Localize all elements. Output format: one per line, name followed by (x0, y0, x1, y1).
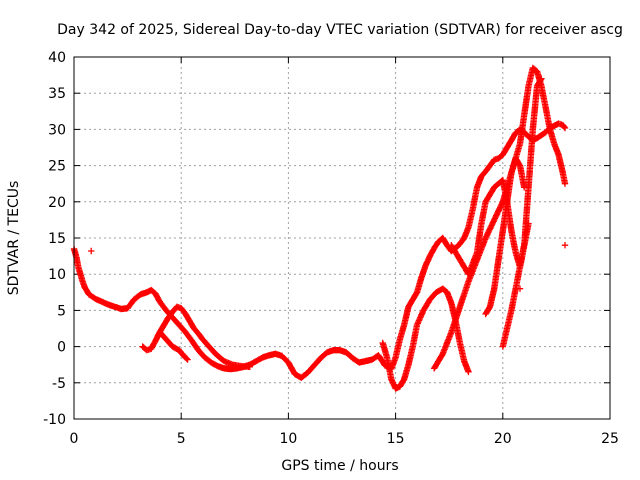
data-point-markers (482, 155, 528, 318)
data-point-markers (88, 242, 569, 390)
data-point-markers (139, 303, 253, 371)
data-point-markers (431, 64, 569, 372)
x-tick-label: 15 (387, 431, 405, 447)
y-tick-label: 5 (57, 303, 66, 319)
x-axis-label: GPS time / hours (281, 458, 398, 474)
plot-area (70, 64, 569, 392)
y-tick-label: -5 (52, 376, 66, 392)
grid-lines (74, 57, 610, 419)
data-point-markers (70, 120, 569, 381)
series-late-branch (379, 285, 472, 392)
x-tick-label: 5 (177, 431, 186, 447)
series-main-trace (70, 120, 569, 381)
data-point-markers (499, 220, 532, 350)
chart-title: Day 342 of 2025, Sidereal Day-to-day VTE… (57, 22, 623, 38)
y-tick-label: 20 (48, 195, 66, 211)
series-low-branch (499, 220, 532, 350)
series-mid-branch (448, 75, 545, 278)
y-tick-label: 15 (48, 231, 66, 247)
series-early-branch (139, 303, 253, 371)
tick-labels: -10 -5 0 5 10 15 20 25 30 35 40 0 5 10 15 20 25 (43, 50, 619, 447)
y-tick-label: 10 (48, 267, 66, 283)
plot-frame (73, 56, 611, 420)
y-tick-label: 40 (48, 50, 66, 66)
y-tick-label: 30 (48, 122, 66, 138)
y-axis-label: SDTVAR / TECUs (6, 181, 22, 296)
series-rising-spike (431, 64, 569, 372)
series-dip-branch (156, 328, 191, 363)
series-outliers (88, 242, 569, 390)
axis-ticks (73, 56, 611, 420)
x-tick-label: 20 (494, 431, 512, 447)
data-point-markers (379, 285, 472, 392)
y-tick-label: 35 (48, 86, 66, 102)
data-point-markers (156, 328, 191, 363)
x-tick-label: 25 (601, 431, 619, 447)
y-tick-label: -10 (43, 412, 66, 428)
y-tick-label: 25 (48, 159, 66, 175)
y-tick-label: 0 (57, 340, 66, 356)
x-tick-label: 0 (70, 431, 79, 447)
data-point-markers (448, 75, 545, 278)
x-tick-label: 10 (279, 431, 297, 447)
series-drop-branch (482, 155, 528, 318)
